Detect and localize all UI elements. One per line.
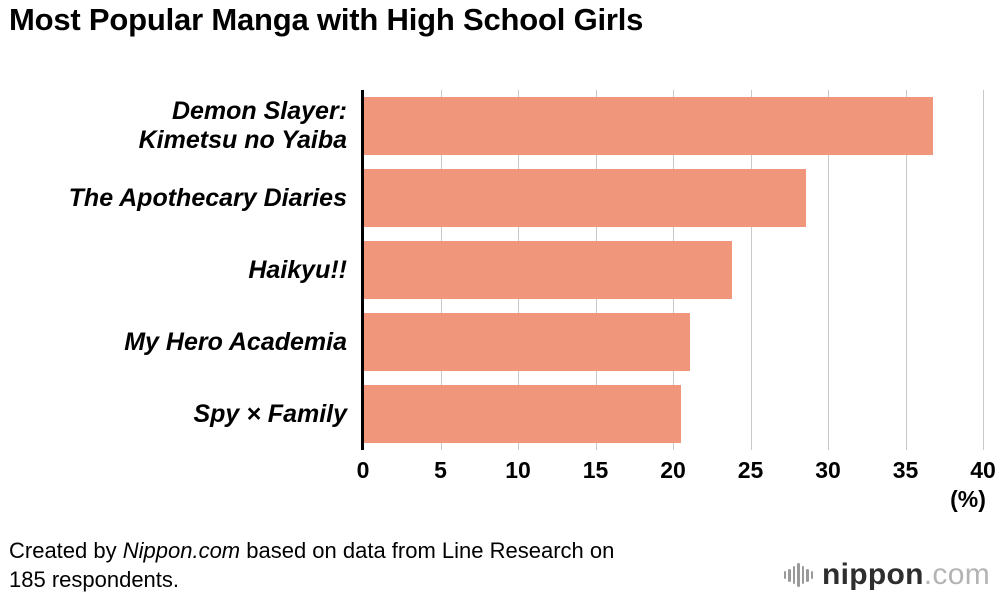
bar-track: [363, 306, 983, 378]
x-tick-label: 40: [970, 457, 996, 483]
chart-row: My Hero Academia: [0, 306, 983, 378]
x-axis-unit-label: (%): [950, 486, 986, 512]
bar-track: [363, 162, 983, 234]
bar: [363, 169, 807, 227]
x-tick-label: 10: [505, 457, 531, 483]
chart-row: Demon Slayer: Kimetsu no Yaiba: [0, 90, 983, 162]
gridline: [905, 90, 907, 450]
source-note: Created by Nippon.com based on data from…: [9, 537, 709, 594]
y-axis-line: [361, 90, 364, 450]
x-tick-label: 15: [582, 457, 609, 483]
x-tick-label: 35: [892, 457, 919, 483]
gridline: [750, 90, 752, 450]
chart-rows: Demon Slayer: Kimetsu no Yaiba The Apothe…: [0, 90, 983, 450]
gridline: [983, 90, 984, 450]
logo-tld: .com: [923, 558, 990, 591]
bar-track: [363, 234, 983, 306]
gridline: [828, 90, 829, 450]
category-label: Demon Slayer: Kimetsu no Yaiba: [138, 97, 347, 154]
bar: [363, 313, 691, 371]
bar-chart: Demon Slayer: Kimetsu no Yaiba The Apothe…: [0, 90, 1000, 530]
x-axis: 0 5 10 15 20 25 30 35 40: [357, 450, 996, 490]
category-label: Haikyu!!: [248, 255, 347, 284]
category-label: Spy × Family: [193, 399, 347, 428]
bar-track: [363, 90, 983, 162]
bar: [363, 385, 681, 443]
x-tick-label: 25: [737, 457, 764, 483]
chart-title: Most Popular Manga with High School Girl…: [9, 2, 644, 37]
category-label: My Hero Academia: [124, 327, 347, 356]
waveform-icon: [783, 560, 814, 590]
source-brand: Nippon.com: [122, 538, 241, 563]
source-note-prefix: Created by: [9, 538, 123, 563]
chart-row: The Apothecary Diaries: [0, 162, 983, 234]
logo-wordmark: nippon.com: [822, 558, 990, 592]
source-note-line2: 185 respondents.: [9, 566, 180, 592]
source-note-suffix: based on data from Line Research on: [240, 538, 615, 563]
x-tick-label: 0: [356, 457, 370, 483]
logo-text: nippon: [822, 558, 924, 591]
nippon-logo: nippon.com: [783, 558, 990, 592]
x-tick-label: 30: [815, 457, 841, 483]
bar: [363, 97, 934, 155]
x-tick-label: 5: [434, 457, 447, 483]
category-label: The Apothecary Diaries: [68, 183, 347, 212]
chart-row: Haikyu!!: [0, 234, 983, 306]
chart-row: Spy × Family: [0, 378, 983, 450]
bar-track: [363, 378, 983, 450]
x-tick-label: 20: [660, 457, 686, 483]
bar: [363, 241, 732, 299]
